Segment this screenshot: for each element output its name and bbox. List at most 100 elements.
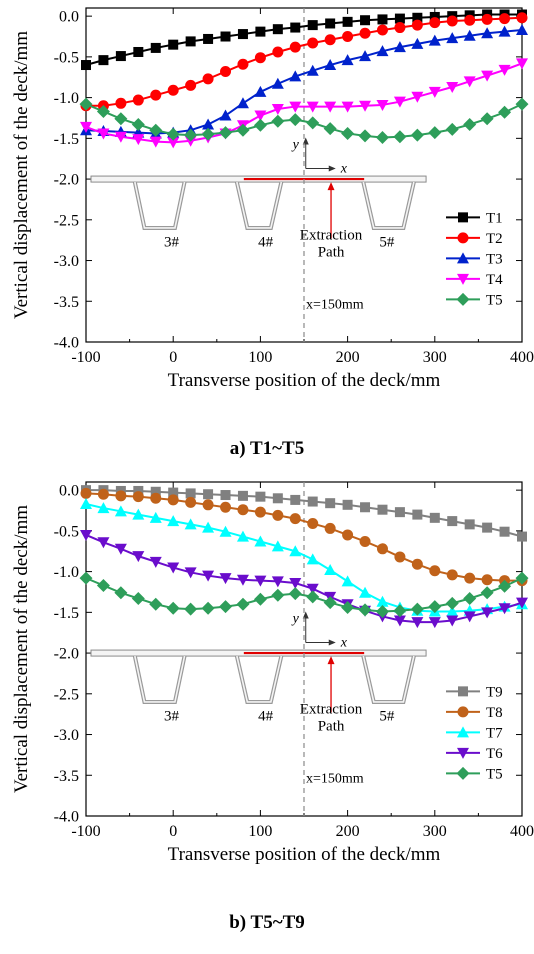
data-point-T9 xyxy=(255,491,266,502)
data-point-T2 xyxy=(394,22,406,34)
series-T5 xyxy=(79,97,529,145)
data-point-T6 xyxy=(289,578,302,590)
u-rib-inner xyxy=(134,181,186,229)
data-point-T6 xyxy=(271,576,284,588)
x-arrowhead xyxy=(328,165,336,172)
reference-line-label: x=150mm xyxy=(306,298,364,313)
data-point-T2 xyxy=(307,37,319,49)
data-point-T5 xyxy=(79,97,93,111)
data-point-T9 xyxy=(464,519,475,530)
data-point-T7 xyxy=(149,511,162,523)
data-point-T4 xyxy=(306,101,319,113)
data-point-T8 xyxy=(150,492,162,504)
data-point-T3 xyxy=(463,29,476,41)
legend-marker-T5 xyxy=(456,766,470,780)
data-point-T5 xyxy=(184,602,198,616)
data-point-T1 xyxy=(325,18,336,29)
data-point-T4 xyxy=(167,137,180,149)
data-point-T7 xyxy=(97,502,110,514)
data-point-T6 xyxy=(306,583,319,595)
data-point-T5 xyxy=(428,600,442,614)
data-point-T5 xyxy=(114,112,128,126)
data-point-T9 xyxy=(272,493,283,504)
data-point-T9 xyxy=(307,496,318,507)
y-tick-label: -3.0 xyxy=(54,727,79,744)
local-y-label: y xyxy=(291,611,300,626)
data-point-T8 xyxy=(202,499,214,511)
data-point-T2 xyxy=(324,34,336,46)
x-tick-label: 300 xyxy=(423,349,447,366)
x-tick-label: 300 xyxy=(423,823,447,840)
data-point-T3 xyxy=(376,45,389,57)
data-point-T2 xyxy=(481,13,493,25)
data-point-T7 xyxy=(446,605,459,617)
legend-marker-T7 xyxy=(457,726,469,738)
data-point-T3 xyxy=(236,97,249,109)
data-point-T5 xyxy=(463,117,477,131)
data-point-T3 xyxy=(271,77,284,89)
data-point-T7 xyxy=(167,515,180,527)
legend-label-T3: T3 xyxy=(486,251,503,267)
data-point-T5 xyxy=(375,131,389,145)
data-point-T2 xyxy=(342,31,354,43)
data-point-T8 xyxy=(394,551,406,563)
data-point-T5 xyxy=(236,597,250,611)
data-point-T3 xyxy=(516,23,528,35)
data-point-T6 xyxy=(184,567,197,579)
data-point-T5 xyxy=(288,113,302,127)
legend-label-T1: T1 xyxy=(486,210,503,226)
chart-panel-a: -100 0 100 200 300 400 0.0 -0.5 -1.0 -1.5 -2.0 -2.5… xyxy=(11,7,534,391)
data-point-T5 xyxy=(219,126,233,140)
data-point-T3 xyxy=(254,85,267,97)
data-point-T1 xyxy=(412,12,423,23)
data-point-T9 xyxy=(447,516,458,527)
data-point-T1 xyxy=(220,31,231,42)
data-point-T8 xyxy=(429,565,441,577)
u-rib-5# xyxy=(361,181,416,230)
data-point-T2 xyxy=(167,84,179,96)
data-point-T4 xyxy=(359,100,372,112)
data-point-T4 xyxy=(271,104,284,116)
data-point-T5 xyxy=(515,97,529,111)
caption-b: b) T5~T9 xyxy=(229,912,305,933)
data-point-T2 xyxy=(220,66,232,78)
rib-label-3: 3# xyxy=(164,709,180,725)
data-point-T6 xyxy=(114,543,127,555)
data-point-T2 xyxy=(289,41,301,53)
rib-label-5: 5# xyxy=(379,235,395,251)
data-point-T2 xyxy=(254,52,266,64)
data-point-T8 xyxy=(411,558,423,570)
data-point-T1 xyxy=(150,42,161,53)
data-point-T7 xyxy=(254,535,267,547)
data-point-T8 xyxy=(446,569,458,581)
data-point-T6 xyxy=(498,603,511,615)
y-axis-title: Vertical displacement of the deck/mm xyxy=(11,31,32,319)
data-point-T8 xyxy=(481,574,493,586)
x-axis-title: Transverse position of the deck/mm xyxy=(168,844,441,865)
data-point-T4 xyxy=(149,136,162,148)
data-point-T4 xyxy=(446,82,459,94)
data-point-T7 xyxy=(132,508,145,520)
data-point-T5 xyxy=(114,586,128,600)
u-rib-inner xyxy=(236,181,283,229)
data-point-T7 xyxy=(114,505,127,517)
data-point-T6 xyxy=(428,617,441,629)
y-tick-label: -3.0 xyxy=(54,253,79,270)
data-point-T5 xyxy=(149,597,163,611)
data-point-T5 xyxy=(498,579,512,593)
data-point-T8 xyxy=(132,491,144,503)
local-x-label: x xyxy=(340,635,348,650)
data-point-T5 xyxy=(253,118,267,132)
data-point-T2 xyxy=(202,73,214,85)
data-point-T8 xyxy=(254,506,266,518)
data-point-T7 xyxy=(202,521,215,533)
data-point-T2 xyxy=(376,24,388,36)
y-tick-label: -2.0 xyxy=(54,172,79,189)
chart-panel-b: -100 0 100 200 300 400 0.0 -0.5 -1.0 -1.5 -2.0 -2.5… xyxy=(11,481,534,865)
data-point-T5 xyxy=(271,114,285,128)
legend-marker-T5 xyxy=(456,292,470,306)
data-point-T9 xyxy=(185,488,196,499)
data-point-T7 xyxy=(341,575,354,587)
data-point-T8 xyxy=(272,509,284,521)
data-point-T7 xyxy=(306,553,319,565)
